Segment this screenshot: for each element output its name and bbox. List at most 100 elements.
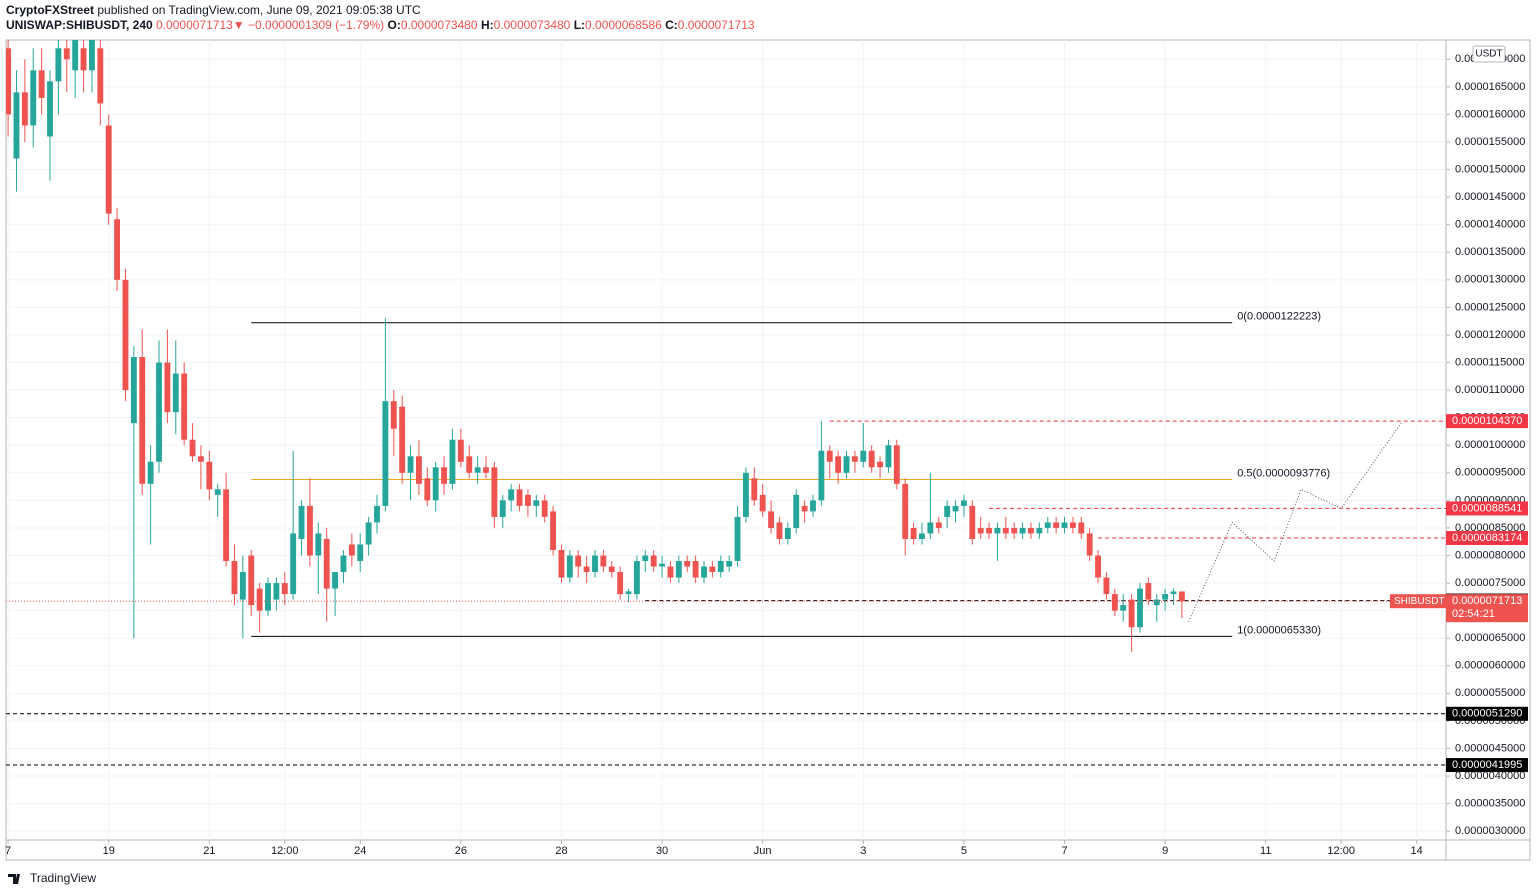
candle-body: [281, 583, 288, 595]
y-tick-label: 0.0000060000: [1455, 660, 1525, 672]
ohlc-key: L:: [574, 18, 585, 32]
price-label: 0.0000088541: [1452, 502, 1522, 514]
candle-body: [759, 494, 766, 512]
candle-body: [457, 439, 464, 462]
candle-body: [105, 125, 112, 214]
candle-body: [1044, 522, 1051, 528]
candle-body: [47, 81, 53, 137]
candle-body: [55, 48, 62, 82]
candle-body: [784, 527, 791, 539]
x-tick-label: 11: [1260, 845, 1271, 857]
arrow: ▼: [233, 18, 245, 32]
candle-body: [910, 527, 917, 539]
x-tick-label: 24: [354, 845, 366, 857]
candle-body: [265, 583, 271, 611]
candle-body: [650, 555, 657, 567]
change: −0.0000001309 (−1.79%): [248, 18, 384, 32]
price-label-bg: [1446, 414, 1528, 429]
y-tick-label: 0.0000035000: [1455, 798, 1525, 810]
y-tick-label: 0.0000135000: [1455, 246, 1525, 258]
candle-body: [600, 555, 607, 567]
y-tick-label: 0.0000095000: [1455, 467, 1525, 479]
candle-body: [927, 522, 934, 534]
candle-body: [273, 583, 280, 600]
y-tick-label: 0.0000065000: [1455, 632, 1525, 644]
price-label: 0.0000104370: [1452, 415, 1522, 427]
plot-area: 0(0.0000122223) 0.5(0.0000093776) 1(0.0000…: [6, 40, 1446, 840]
fib-label: 0(0.0000122223): [1237, 311, 1321, 323]
y-tick-label: 0.0000120000: [1455, 329, 1525, 341]
candle-body: [524, 494, 531, 506]
x-tick-label: 21: [203, 845, 215, 857]
price-label-bg: [1446, 758, 1528, 773]
candle-body: [1061, 522, 1068, 528]
candle-body: [231, 561, 238, 595]
candle-body: [390, 401, 397, 429]
header: CryptoFXStreet published on TradingView.…: [6, 3, 421, 17]
candle-body: [944, 505, 951, 517]
y-unit: USDT: [1475, 49, 1502, 60]
x-tick-label: 30: [656, 845, 668, 857]
candle-body: [198, 456, 204, 462]
candle-body: [114, 219, 121, 280]
candle-body: [860, 450, 867, 462]
candle-body: [550, 511, 557, 550]
candle-body: [181, 373, 188, 440]
candle-body: [818, 450, 825, 501]
y-tick-label: 0.0000075000: [1455, 577, 1525, 589]
candle-body: [130, 357, 137, 424]
y-tick-label: 0.0000100000: [1455, 439, 1525, 451]
candle-body: [1095, 555, 1101, 578]
y-tick-label: 0.0000160000: [1455, 108, 1525, 120]
candle-body: [72, 40, 79, 71]
y-tick-label: 0.0000130000: [1455, 274, 1525, 286]
candle-body: [21, 92, 28, 126]
y-tick-label: 0.0000145000: [1455, 191, 1525, 203]
candle-body: [1178, 591, 1185, 602]
candle-body: [407, 456, 414, 473]
fib-label: 1(0.0000065330): [1237, 624, 1321, 636]
candle-body: [38, 70, 45, 98]
y-tick-label: 0.0000155000: [1455, 136, 1525, 148]
candle-body: [768, 511, 774, 528]
candle-body: [256, 588, 263, 611]
candle-body: [1111, 594, 1118, 611]
price-label-bg: [1446, 501, 1528, 516]
candle-body: [1120, 605, 1127, 611]
candle-body: [97, 48, 104, 104]
candle-body: [248, 555, 255, 606]
candle-body: [1078, 522, 1085, 534]
candle-body: [189, 439, 196, 457]
candle-body: [449, 439, 456, 484]
candle-body: [89, 40, 95, 71]
candle-body: [415, 456, 422, 484]
candle-body: [566, 555, 573, 578]
price-label: 0.0000051290: [1452, 708, 1522, 720]
candle-body: [516, 489, 523, 506]
y-tick-label: 0.0000115000: [1455, 356, 1525, 368]
symbol-tag-bg: [1390, 594, 1446, 609]
candle-body: [675, 561, 682, 578]
candle-body: [843, 456, 850, 473]
ohlc-value: 0.0000073480: [494, 18, 571, 32]
candle-body: [717, 561, 724, 573]
candle-body: [826, 450, 833, 462]
candle-body: [1069, 522, 1076, 528]
candle-body: [156, 362, 162, 462]
candle-body: [1103, 577, 1110, 595]
candle-body: [315, 533, 322, 556]
y-tick-label: 0.0000125000: [1455, 301, 1525, 313]
y-tick-label: 0.0000080000: [1455, 549, 1525, 561]
candle-body: [801, 505, 808, 512]
price-label: 0.0000083174: [1452, 532, 1522, 544]
candle-body: [139, 357, 146, 484]
candle-body: [986, 527, 992, 534]
symbol-tag: SHIBUSDT: [1394, 596, 1445, 607]
candle-body: [30, 70, 37, 126]
y-tick-label: 0.0000030000: [1455, 825, 1525, 837]
x-tick-label: 7: [1061, 845, 1067, 857]
candle-body: [701, 566, 707, 578]
candle-body: [13, 92, 20, 159]
candle-body: [952, 505, 959, 512]
fib-label: 0.5(0.0000093776): [1237, 467, 1330, 479]
